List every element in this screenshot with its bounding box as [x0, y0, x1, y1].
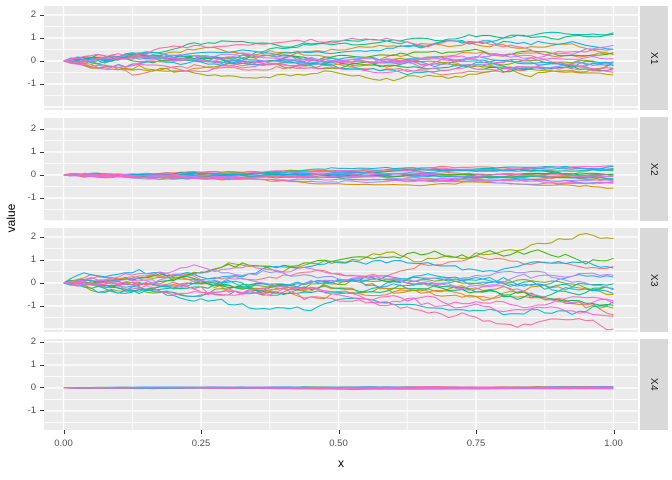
facet-strip-x1: X1 — [640, 6, 668, 110]
y-tick-label: 2 — [30, 123, 36, 134]
series-line — [63, 40, 614, 62]
series-line — [63, 272, 614, 290]
series-line — [63, 174, 614, 185]
series-line — [63, 259, 614, 284]
y-tick-label: -1 — [27, 404, 36, 416]
y-tick-mark — [40, 305, 44, 307]
series-line — [63, 233, 614, 284]
x-tick-mark — [201, 430, 202, 434]
y-tick-mark — [40, 341, 44, 343]
facet-strip-label: X4 — [648, 377, 660, 392]
panel-plot-x2 — [44, 117, 638, 221]
y-tick-mark — [40, 174, 44, 176]
series-line — [63, 278, 614, 297]
y-tick-mark — [40, 37, 44, 39]
facet-panel-x1 — [44, 6, 638, 110]
y-tick-mark — [40, 236, 44, 238]
series-line — [63, 172, 614, 181]
facet-panel-x4 — [44, 339, 638, 430]
panel-plot-x3 — [44, 228, 638, 332]
x-tick-label: 1.00 — [604, 438, 623, 449]
series-line — [63, 53, 614, 74]
y-tick-label: 1 — [30, 146, 36, 157]
y-tick-mark — [40, 259, 44, 261]
y-tick-mark — [40, 410, 44, 412]
x-tick-label: 0.75 — [466, 438, 486, 449]
y-tick-label: 0 — [30, 381, 36, 393]
series-line — [63, 281, 614, 317]
y-tick-label: -1 — [27, 192, 36, 203]
facet-strip-x2: X2 — [640, 117, 668, 221]
y-tick-label: -1 — [27, 78, 36, 89]
y-tick-label: 0 — [30, 169, 36, 180]
y-tick-mark — [40, 387, 44, 389]
facet-panel-x3 — [44, 228, 638, 332]
facet-strip-label: X3 — [648, 273, 660, 287]
series-line — [63, 278, 614, 301]
facet-strip-label: X1 — [648, 51, 660, 65]
x-tick-mark — [613, 430, 615, 434]
series-line — [63, 60, 614, 82]
series-line — [63, 282, 614, 300]
y-tick-label: 2 — [30, 9, 36, 20]
y-tick-label: 2 — [30, 336, 36, 347]
series-line — [63, 37, 614, 63]
series-line — [63, 52, 614, 70]
y-tick-mark — [40, 60, 44, 62]
y-tick-label: 1 — [30, 359, 36, 370]
y-tick-label: -1 — [27, 300, 36, 311]
y-tick-mark — [40, 83, 44, 85]
y-tick-mark — [40, 282, 44, 284]
facet-panel-x2 — [44, 117, 638, 221]
panel-plot-x1 — [44, 6, 638, 110]
series-line — [63, 48, 614, 65]
y-tick-label: 0 — [30, 277, 36, 288]
series-line — [63, 264, 614, 306]
y-tick-mark — [40, 364, 44, 366]
facet-strip-x4: X4 — [640, 339, 668, 430]
series-line — [63, 281, 614, 316]
series-line — [63, 57, 614, 73]
x-tick-mark — [476, 430, 477, 434]
y-tick-mark — [40, 14, 44, 16]
y-tick-label: 0 — [30, 55, 36, 66]
series-line — [63, 249, 614, 284]
x-tick-label: 0.25 — [191, 438, 211, 449]
x-tick-mark — [63, 430, 65, 434]
y-tick-mark — [40, 197, 44, 199]
x-tick-label: 0.50 — [329, 438, 348, 449]
y-tick-label: 1 — [30, 254, 36, 265]
x-tick-label: 0.00 — [54, 438, 73, 449]
y-tick-mark — [40, 151, 44, 153]
y-tick-label: 2 — [30, 231, 36, 242]
series-line — [63, 174, 614, 185]
series-line — [63, 386, 614, 389]
x-axis-title: x — [338, 456, 344, 470]
series-line — [63, 281, 614, 309]
y-axis-title: value — [4, 203, 18, 233]
series-line — [63, 172, 614, 184]
y-tick-label: 1 — [30, 32, 36, 43]
series-line — [63, 31, 614, 62]
series-line — [63, 281, 614, 331]
y-tick-mark — [40, 128, 44, 130]
x-tick-mark — [338, 430, 340, 434]
facet-strip-x3: X3 — [640, 228, 668, 332]
facet-strip-label: X2 — [648, 162, 660, 176]
panel-plot-x4 — [44, 339, 638, 430]
series-line — [63, 56, 614, 68]
